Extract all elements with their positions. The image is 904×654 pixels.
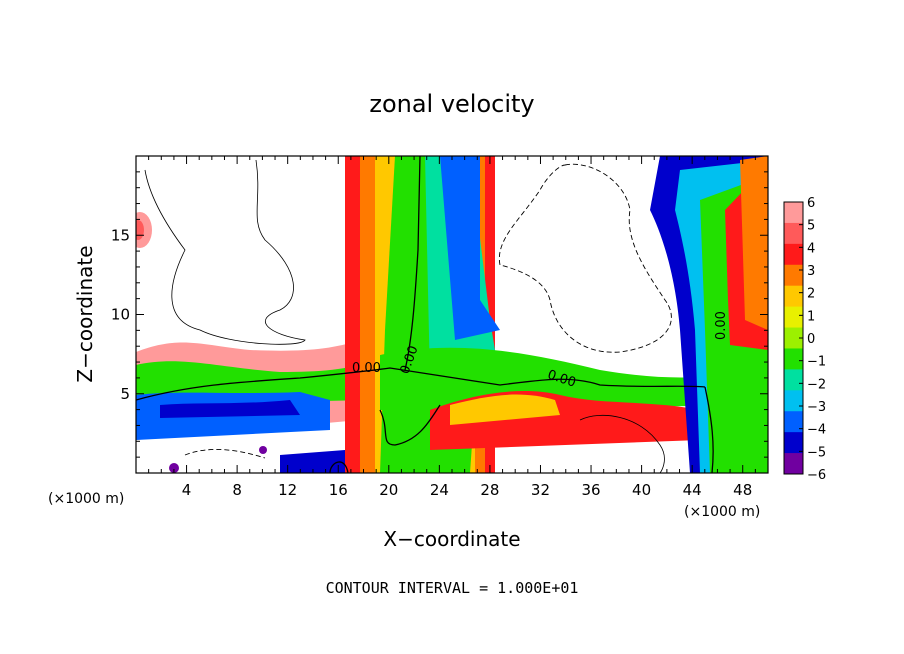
field-bottom-blue <box>280 450 345 473</box>
colorbar-label: −2 <box>807 377 826 392</box>
colorbar: 6 5 4 3 2 1 0 −1 −2 −3 −4 −5 −6 <box>783 196 826 483</box>
colorbar-label: 3 <box>807 264 815 279</box>
y-tick-label: 10 <box>111 306 130 324</box>
x-tick-label: 36 <box>581 481 600 499</box>
x-tick-label: 40 <box>632 481 651 499</box>
colorbar-swatch <box>784 432 803 454</box>
colorbar-swatch <box>784 411 803 433</box>
contour-interval-note: CONTOUR INTERVAL = 1.000E+01 <box>326 579 579 597</box>
contour-thin <box>144 159 665 473</box>
contour-label-4: 0.00 <box>714 311 729 340</box>
y-tick-label: 5 <box>120 385 130 403</box>
colorbar-swatch <box>784 306 803 329</box>
x-unit-left: (×1000 m) <box>48 491 124 507</box>
colorbar-swatch <box>784 222 803 245</box>
field-lower-band-deep <box>160 400 300 418</box>
colorbar-swatch <box>784 348 803 370</box>
contour-lines <box>136 156 714 473</box>
colorbar-swatch <box>784 453 803 475</box>
y-tick-label: 15 <box>111 226 130 244</box>
x-tick-label: 12 <box>278 481 297 499</box>
plot-area: 0.00 0.00 0.00 0.00 <box>136 156 768 473</box>
x-axis-title: X−coordinate <box>383 527 520 551</box>
field-speck-1 <box>169 463 179 473</box>
x-tick-label: 24 <box>430 481 449 499</box>
colorbar-swatch <box>784 285 803 308</box>
colorbar-label: 4 <box>807 241 815 256</box>
colorbar-swatch <box>784 264 803 287</box>
x-tick-label: 4 <box>182 481 192 499</box>
x-tick-label: 48 <box>733 481 752 499</box>
field-right-orange <box>740 156 768 330</box>
contour-dashed <box>184 163 672 459</box>
field-speck-2 <box>259 446 267 454</box>
x-tick-label: 8 <box>232 481 242 499</box>
colorbar-swatch <box>784 390 803 412</box>
field-column-blue <box>440 156 500 340</box>
colorbar-label: −6 <box>807 468 826 483</box>
colorbar-label: −5 <box>807 445 826 460</box>
x-tick-label: 28 <box>480 481 499 499</box>
x-tick-label: 20 <box>379 481 398 499</box>
colorbar-label: 1 <box>807 309 815 324</box>
x-unit-right: (×1000 m) <box>684 504 760 520</box>
colorbar-label: −1 <box>807 355 826 370</box>
colorbar-label: 0 <box>807 332 815 347</box>
colorbar-swatch <box>784 243 803 266</box>
y-axis: 5 10 15 <box>111 171 768 458</box>
contour-label-1: 0.00 <box>352 361 381 376</box>
colorbar-label: −3 <box>807 400 826 415</box>
colorbar-label: −4 <box>807 423 826 438</box>
field-mid-band-green <box>380 347 768 410</box>
x-tick-label: 44 <box>683 481 702 499</box>
y-axis-title: Z−coordinate <box>73 245 97 382</box>
x-axis: 4 8 12 16 20 24 28 32 36 40 44 48 <box>148 156 756 499</box>
colorbar-label: 2 <box>807 287 815 302</box>
colorbar-label: 5 <box>807 219 815 234</box>
colorbar-label: 6 <box>807 196 815 211</box>
field-mid-band-yellow <box>450 394 560 425</box>
chart-title: zonal velocity <box>369 90 534 118</box>
x-tick-label: 16 <box>329 481 348 499</box>
colorbar-swatch <box>784 327 803 349</box>
colorbar-swatch <box>784 202 803 224</box>
colorbar-swatch <box>784 369 803 391</box>
x-tick-label: 32 <box>531 481 550 499</box>
